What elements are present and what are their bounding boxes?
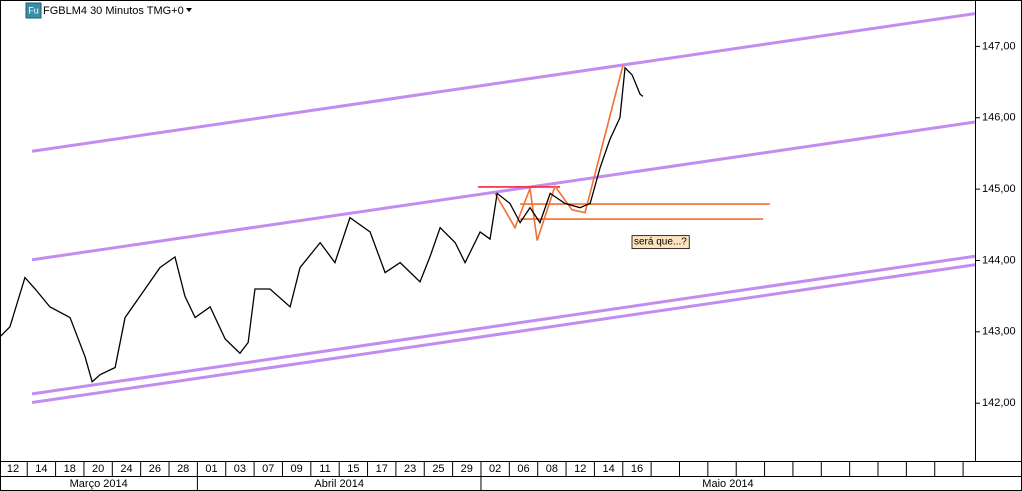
symbol-icon[interactable] [25,2,42,19]
x-tick-label: 08 [546,463,558,475]
x-tick-label: 15 [347,463,359,475]
x-tick-label: 25 [432,463,444,475]
trendline [31,263,975,404]
y-tick-label: 143,00 [982,326,1016,338]
x-tick-label: 06 [517,463,529,475]
trendline [31,254,975,396]
x-tick-label: 14 [35,463,47,475]
title-dropdown[interactable] [186,8,192,12]
chart-title[interactable]: FGBLM4 30 Minutos TMG+0 [43,5,184,17]
x-tick-label: 03 [234,463,246,475]
x-tick-label: 14 [602,463,614,475]
x-tick-label: 20 [92,463,104,475]
y-tick-label: 146,00 [982,112,1016,124]
plot-area [0,12,975,404]
x-tick-label: 01 [205,463,217,475]
x-tick-label: 29 [461,463,473,475]
x-tick-label: 26 [149,463,161,475]
y-tick-label: 144,00 [982,254,1016,266]
x-tick-label: 28 [177,463,189,475]
x-tick-label: 16 [631,463,643,475]
x-tick-label: 07 [262,463,274,475]
x-tick-label: 18 [64,463,76,475]
month-label: Março 2014 [70,478,128,490]
trendline [31,120,975,262]
annotation: será que...? [634,237,687,248]
trendline [31,12,975,153]
trendline [494,64,624,241]
x-tick-label: 24 [120,463,132,475]
x-tick-label: 12 [7,463,19,475]
x-tick-label: 17 [376,463,388,475]
y-tick-label: 145,00 [982,183,1016,195]
x-tick-label: 23 [404,463,416,475]
symbol-icon-label: Fu [28,5,39,15]
x-tick-label: 12 [574,463,586,475]
month-label: Maio 2014 [702,478,753,490]
annotation-box [631,235,690,250]
y-tick-label: 147,00 [982,40,1016,52]
price-line [0,66,644,383]
x-tick-label: 02 [489,463,501,475]
y-tick-label: 142,00 [982,397,1016,409]
month-label: Abril 2014 [314,478,364,490]
x-tick-label: 09 [291,463,303,475]
x-tick-label: 11 [319,463,330,475]
